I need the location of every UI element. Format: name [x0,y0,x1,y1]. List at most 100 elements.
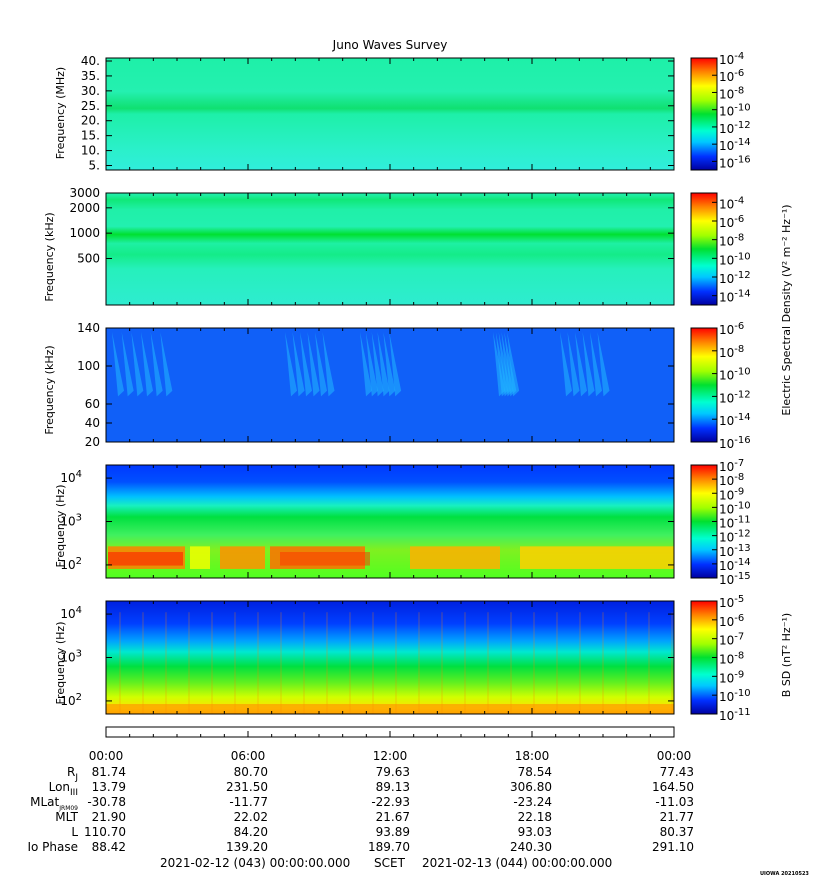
time-axis: 00:00 06:00 12:00 18:00 00:00 [89,726,691,763]
emission-streak [365,332,378,397]
ephemeris-row-label: MLatJRM09 [30,795,78,812]
emission-band [520,546,674,569]
emission-streak [160,332,173,397]
ephemeris-value: 81.74 [92,765,126,779]
colorbar-gradient [690,57,718,171]
emission-band [220,546,265,569]
ephemeris-value: 21.77 [660,810,694,824]
y-tick-label: 5. [89,159,100,173]
y-tick-label: 10. [81,144,100,158]
colorbar-tick-label: 10-6 [719,613,744,629]
y-tick-label: 25. [81,99,100,113]
colorbar-tick-label: 10-7 [719,458,744,474]
footer-stamp: UIOWA 20210523 [760,871,809,877]
colorbar-tick-label: 10-6 [719,321,744,337]
colorbar-tick-label: 10-7 [719,632,744,648]
ephemeris-value: 78.54 [518,765,552,779]
colorbar-tick-label: 10-16 [719,435,751,451]
y-tick-label: 2000 [69,201,100,215]
y-tick-label: 102 [60,692,82,708]
y-tick-label: 20. [81,114,100,128]
time-label: 06:00 [231,749,266,763]
spectrogram-image [106,58,674,170]
colorbar-tick-label: 10-6 [719,68,744,84]
emission-streak [315,332,327,397]
spectrogram-image [106,193,674,305]
colorbar-tick-label: 10-8 [719,85,744,101]
y-axis-label: Frequency (MHz) [54,67,67,159]
magnetic-colorbar-title: B SD (nT² Hz⁻¹) [780,613,793,697]
y-tick-label: 103 [60,649,82,665]
colorbar-tick-label: 10-15 [719,571,751,587]
colorbar-tick-label: 10-14 [719,557,751,573]
ephemeris-value: 77.43 [660,765,694,779]
ephemeris-value: -11.03 [655,795,694,809]
colorbar-gradient [690,327,718,443]
colorbar-gradient [690,192,718,306]
y-tick-label: 3000 [69,186,100,200]
emission-streak [112,332,124,397]
colorbar-tick-label: 10-13 [719,543,751,559]
ephemeris-value: 231.50 [226,780,268,794]
y-tick-label: 104 [60,469,82,485]
ephemeris-row-label: RJ [67,765,78,783]
ephemeris-value: 240.30 [510,840,552,854]
emission-streak [575,332,587,397]
emission-streak [507,332,520,397]
ephemeris-value: 21.67 [376,810,410,824]
y-tick-label: 1000 [69,226,100,240]
ephemeris-value: 80.70 [234,765,268,779]
colorbar-tick-label: 10-11 [719,707,751,723]
ephemeris-value: 306.80 [510,780,552,794]
emission-streak [567,332,580,397]
emission-streak [383,332,396,397]
colorbar-5: 10-5 10-6 10-7 10-8 10-9 10-10 10-11 [690,594,751,723]
ephemeris-row-label: Io Phase [27,840,78,854]
footer-start-time: 2021-02-12 (043) 00:00:00.000 [160,856,350,870]
colorbar-tick-label: 10-10 [719,251,751,267]
colorbar-tick-label: 10-12 [719,529,751,545]
colorbar-tick-label: 10-8 [719,344,744,360]
ephemeris-value: 139.20 [226,840,268,854]
electric-colorbar-title: Electric Spectral Density (V² m⁻² Hz⁻¹) [780,204,793,415]
y-tick-label: 140 [77,321,100,335]
ephemeris-value: 13.79 [92,780,126,794]
colorbar-tick-label: 10-5 [719,594,744,610]
emission-streak [371,332,384,397]
colorbar-tick-label: 10-6 [719,214,744,230]
y-tick-label: 20 [85,435,100,449]
emission-streak [121,332,134,397]
y-tick-label: 102 [60,556,82,572]
ephemeris-value: 80.37 [660,825,694,839]
emission-streak [322,332,335,397]
emission-streak [141,332,153,397]
emission-streak [389,332,402,397]
colorbar-tick-label: 10-9 [719,669,744,685]
time-label: 00:00 [89,749,124,763]
colorbar-tick-label: 10-10 [719,500,751,516]
ephemeris-value: 110.70 [84,825,126,839]
spectrogram-panel-3: 140 100 60 40 20 Frequency (kHz) 10-6 10-8 10-10… [43,321,751,451]
emission-core [280,552,370,566]
emission-streak [597,332,610,397]
footer-end-time: 2021-02-13 (044) 00:00:00.000 [422,856,612,870]
y-tick-label: 100 [77,359,100,373]
ephemeris-value: -22.93 [371,795,410,809]
time-label: 18:00 [515,749,550,763]
ephemeris-row-label: L [71,825,78,839]
colorbar-tick-label: 10-8 [719,472,744,488]
emission-streak [307,332,320,397]
ephemeris-value: 189.70 [368,840,410,854]
y-axis-label: Frequency (kHz) [43,212,56,301]
colorbar-tick-label: 10-11 [719,515,751,531]
ephemeris-value: 88.42 [92,840,126,854]
emission-core [108,552,183,566]
colorbar-3: 10-6 10-8 10-10 10-12 10-14 10-16 [690,321,751,451]
colorbar-tick-label: 10-8 [719,651,744,667]
ephemeris-value: 22.02 [234,810,268,824]
spectrogram-panel-1: 40.35.30.25.20.15.10.5. Frequency (MHz) 10… [54,51,751,173]
y-tick-label: 500 [77,251,100,265]
emission-streak [292,332,305,397]
